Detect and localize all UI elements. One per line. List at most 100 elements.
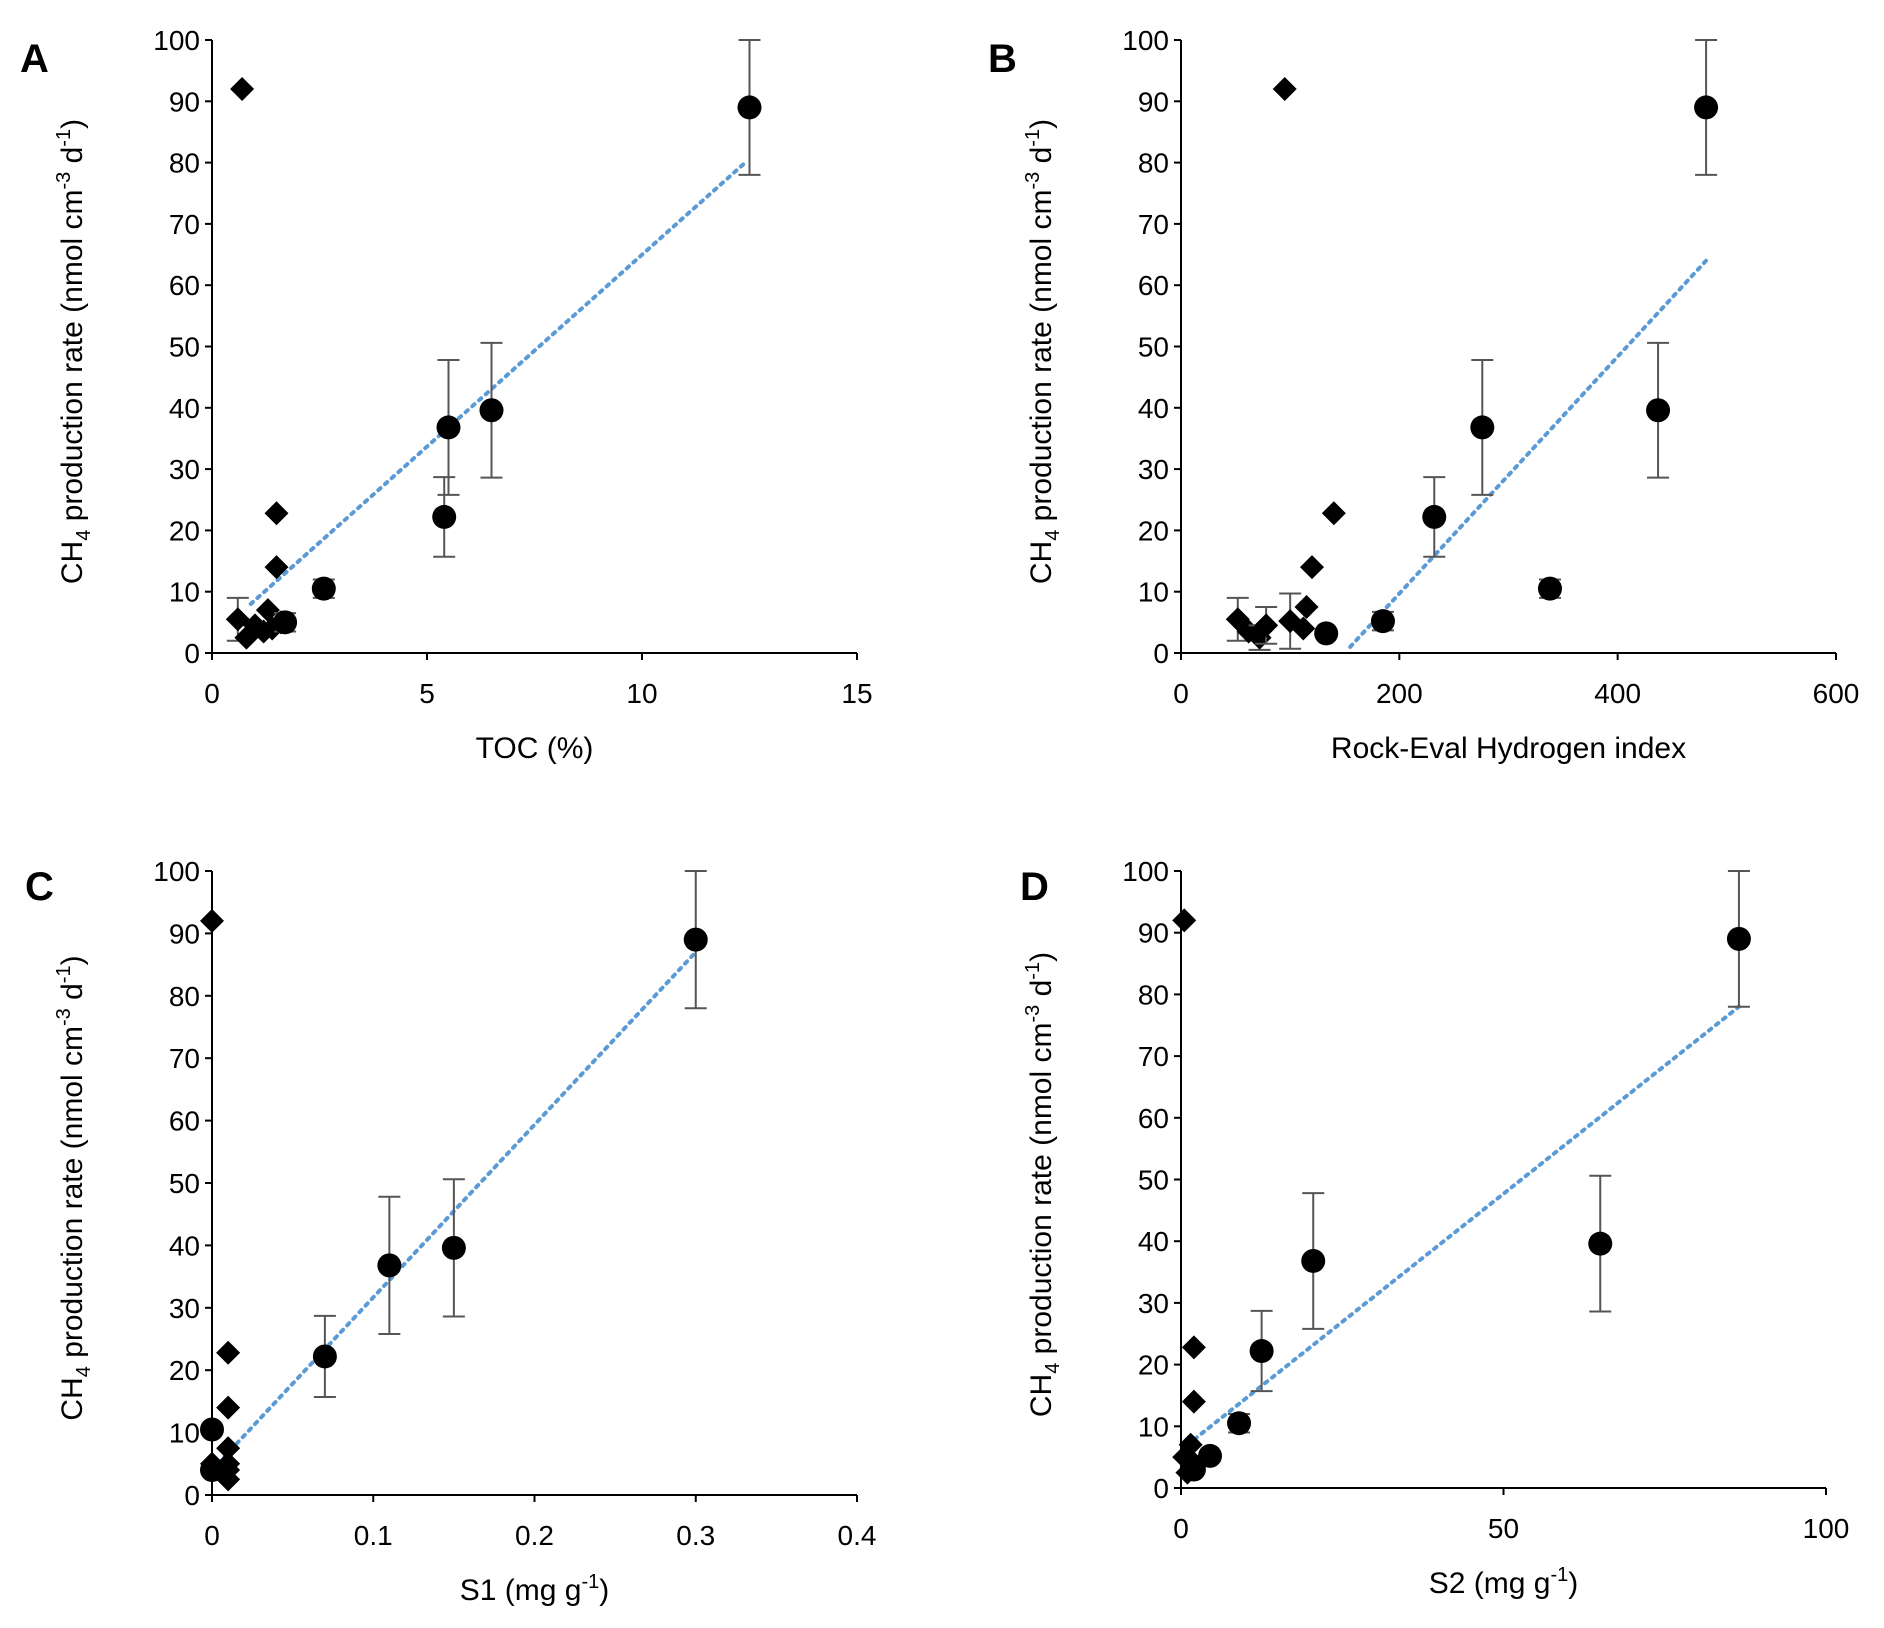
data-point-diamond [255, 598, 280, 623]
panel-letter: B [988, 37, 1017, 81]
data-point-circle [1314, 621, 1339, 646]
data-point-circle [441, 1235, 466, 1260]
panel-a: A 0 10 20 30 40 50 60 70 80 90 100 0 5 10 15 TOC (%) CH4 … [20, 25, 873, 765]
y-tick-label: 70 [1138, 1041, 1169, 1072]
data-point-diamond [1172, 908, 1197, 933]
data-point-circle [312, 1344, 337, 1369]
data-point-circle [1370, 609, 1395, 634]
y-tick-label: 90 [1138, 918, 1169, 949]
x-tick-label: 10 [626, 678, 657, 709]
data-point-circle [1646, 398, 1671, 423]
y-tick-label: 50 [169, 332, 200, 363]
y-tick-label: 100 [1122, 856, 1169, 887]
panel-letter: A [20, 37, 49, 81]
data-point-circle [432, 504, 457, 529]
x-tick-label: 0 [1173, 1513, 1189, 1544]
y-tick-label: 90 [1138, 86, 1169, 117]
y-tick-label: 70 [169, 209, 200, 240]
y-tick-label: 50 [1138, 332, 1169, 363]
panel-c: C 0 10 20 30 40 50 60 70 80 90 100 0 0.1 0.2 0.3 0.4 S1 (… [25, 856, 876, 1607]
y-axis-title: CH4 production rate (nmol cm-3 d-1) [53, 955, 95, 1420]
data-point-diamond [1254, 613, 1279, 638]
data-point-circle [436, 415, 461, 440]
data-point-circle [1422, 504, 1447, 529]
data-point-circle [311, 576, 336, 601]
y-tick-label: 40 [1138, 1226, 1169, 1257]
data-point-diamond [200, 908, 224, 933]
y-tick-label: 50 [1138, 1165, 1169, 1196]
y-tick-label: 80 [1138, 979, 1169, 1010]
x-tick-label: 200 [1376, 678, 1423, 709]
x-tick-label: 0.3 [676, 1520, 715, 1551]
data-point-circle [1726, 926, 1751, 951]
x-axis-title: S2 (mg g-1) [1429, 1564, 1579, 1600]
y-tick-label: 60 [169, 1106, 200, 1137]
y-tick-label: 60 [1138, 1103, 1169, 1134]
panel-letter: D [1020, 865, 1049, 909]
x-tick-label: 0 [204, 1520, 220, 1551]
y-tick-label: 90 [169, 918, 200, 949]
x-tick-label: 15 [841, 678, 872, 709]
y-axis-title: CH4 production rate (nmol cm-3 d-1) [53, 119, 95, 584]
x-axis-title: Rock-Eval Hydrogen index [1331, 732, 1686, 765]
y-axis-title: CH4 production rate (nmol cm-3 d-1) [1022, 119, 1064, 584]
data-point-circle [1694, 95, 1719, 120]
x-tick-label: 0 [204, 678, 220, 709]
data-point-diamond [264, 501, 289, 526]
x-tick-label: 100 [1803, 1513, 1850, 1544]
y-tick-label: 40 [169, 1230, 200, 1261]
y-tick-label: 80 [1138, 148, 1169, 179]
panel-b: B 0 10 20 30 40 50 60 70 80 90 100 0 200 400 600 Rock-Ev… [988, 25, 1859, 765]
data-point-diamond [1300, 555, 1324, 580]
x-tick-label: 0.4 [838, 1520, 877, 1551]
trendline [248, 160, 748, 606]
y-tick-label: 20 [1138, 1350, 1169, 1381]
y-tick-label: 0 [184, 1480, 200, 1511]
data-point-circle [683, 927, 708, 952]
data-point-circle [1181, 1457, 1206, 1482]
y-tick-label: 60 [1138, 270, 1169, 301]
data-point-circle [200, 1417, 224, 1442]
panel-d: D 0 10 20 30 40 50 60 70 80 90 100 0 50 100 S2 (mg g-1)… [1020, 856, 1849, 1600]
y-tick-label: 60 [169, 270, 200, 301]
data-point-circle [1470, 415, 1495, 440]
y-tick-label: 100 [153, 25, 200, 56]
y-tick-label: 40 [169, 393, 200, 424]
x-tick-label: 5 [419, 678, 435, 709]
data-point-diamond [1181, 1389, 1206, 1414]
y-tick-label: 30 [169, 454, 200, 485]
y-tick-label: 10 [1138, 1411, 1169, 1442]
data-point-diamond [264, 555, 289, 580]
y-tick-label: 20 [169, 515, 200, 546]
trendline [1348, 258, 1709, 649]
y-tick-label: 30 [1138, 454, 1169, 485]
y-tick-label: 30 [169, 1293, 200, 1324]
data-point-diamond [216, 1395, 241, 1420]
y-axis-title: CH4 production rate (nmol cm-3 d-1) [1022, 952, 1064, 1417]
x-tick-label: 400 [1594, 678, 1641, 709]
trendline [1185, 1004, 1741, 1447]
y-tick-label: 0 [1153, 1473, 1169, 1504]
y-tick-label: 20 [169, 1355, 200, 1386]
y-tick-label: 100 [1122, 25, 1169, 56]
data-point-diamond [1272, 77, 1297, 102]
x-axis-title: TOC (%) [476, 732, 594, 765]
y-tick-label: 10 [169, 577, 200, 608]
data-point-circle [377, 1253, 402, 1278]
data-point-circle [1537, 576, 1562, 601]
y-tick-label: 100 [153, 856, 200, 887]
y-tick-label: 70 [169, 1043, 200, 1074]
data-point-circle [1249, 1339, 1274, 1364]
y-tick-label: 20 [1138, 515, 1169, 546]
y-tick-label: 40 [1138, 393, 1169, 424]
data-point-circle [1198, 1443, 1223, 1468]
data-point-circle [737, 95, 762, 120]
x-tick-label: 50 [1488, 1513, 1519, 1544]
y-tick-label: 30 [1138, 1288, 1169, 1319]
panel-letter: C [25, 865, 54, 909]
y-tick-label: 90 [169, 86, 200, 117]
y-tick-label: 0 [1153, 638, 1169, 669]
data-point-diamond [1178, 1432, 1203, 1457]
y-tick-label: 80 [169, 148, 200, 179]
